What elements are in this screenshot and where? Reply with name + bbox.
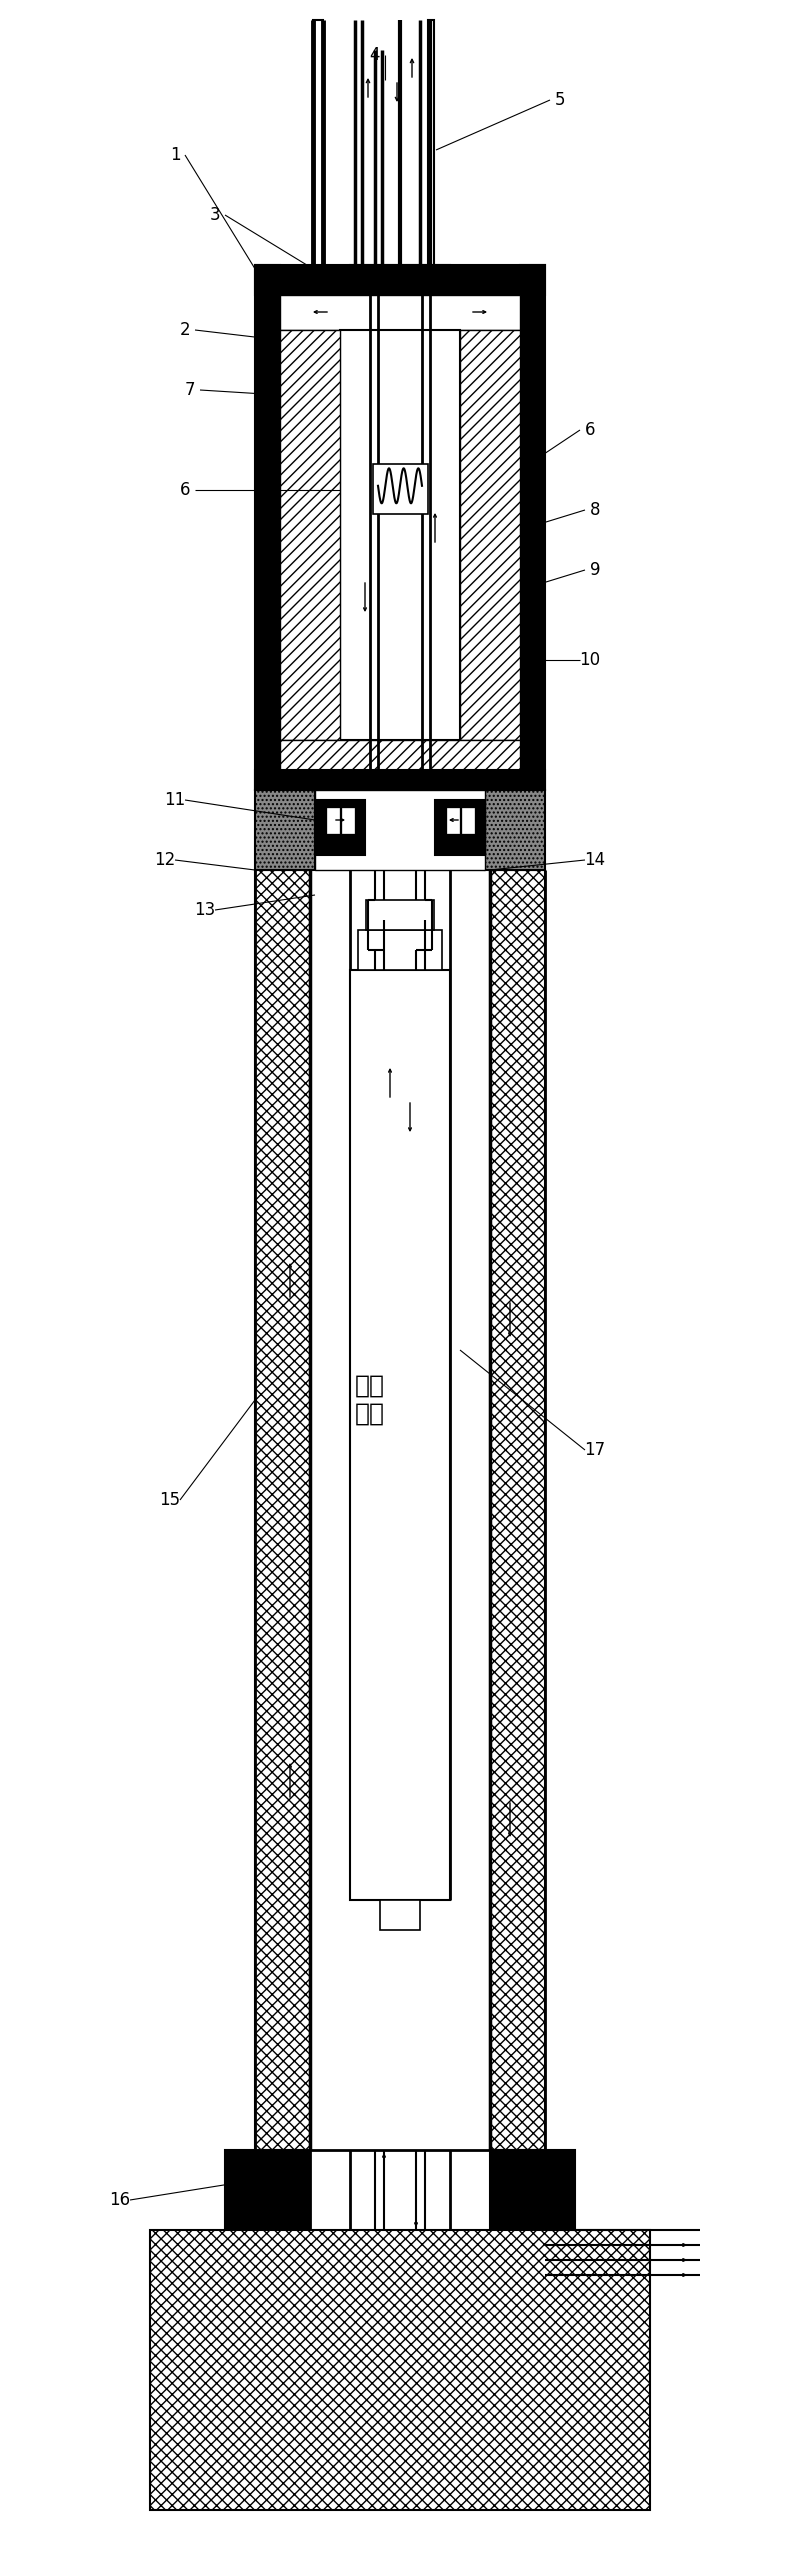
Text: 17: 17	[585, 1440, 606, 1458]
Text: 6: 6	[585, 421, 595, 439]
Bar	[255, 266, 280, 789]
Bar	[350, 266, 450, 319]
Bar	[327, 807, 339, 833]
Text: 16: 16	[110, 2191, 131, 2209]
Bar	[255, 789, 315, 871]
Bar	[255, 266, 545, 296]
Bar	[280, 296, 365, 544]
Bar	[280, 329, 340, 741]
Text: 6: 6	[179, 480, 191, 498]
Bar	[225, 2150, 310, 2230]
Bar	[460, 329, 520, 741]
Bar	[315, 789, 485, 871]
Text: 共振
电路: 共振 电路	[355, 1374, 385, 1425]
Bar	[255, 769, 545, 789]
Text: 15: 15	[159, 1492, 180, 1509]
Bar	[520, 266, 545, 789]
Bar	[435, 799, 485, 856]
Bar	[485, 789, 545, 871]
Text: 12: 12	[155, 850, 175, 868]
Text: 3: 3	[210, 207, 220, 225]
Text: 5: 5	[555, 92, 566, 110]
Bar	[315, 799, 365, 856]
Text: 4: 4	[370, 46, 380, 64]
Bar	[366, 899, 434, 930]
Bar	[150, 2230, 650, 2511]
Text: 2: 2	[179, 322, 191, 340]
Bar	[255, 871, 310, 2150]
Text: 7: 7	[185, 381, 195, 398]
Text: 11: 11	[164, 792, 186, 810]
Bar	[462, 807, 474, 833]
Bar	[340, 329, 460, 741]
Bar	[350, 971, 450, 1900]
Bar	[358, 930, 442, 971]
Bar	[380, 1900, 420, 1931]
Bar	[490, 871, 545, 2150]
Bar	[280, 296, 520, 329]
Bar	[447, 807, 459, 833]
Text: 10: 10	[579, 651, 601, 669]
Bar	[280, 741, 520, 769]
Text: 1: 1	[170, 146, 180, 163]
Bar	[490, 2150, 575, 2230]
Text: 14: 14	[585, 850, 606, 868]
Text: 13: 13	[195, 902, 215, 919]
Text: 9: 9	[590, 562, 600, 580]
Text: 8: 8	[590, 501, 600, 518]
Bar	[428, 20, 434, 281]
Bar	[435, 296, 520, 544]
Bar	[313, 20, 323, 281]
Bar	[373, 465, 428, 513]
Bar	[310, 871, 490, 2150]
Bar	[342, 807, 354, 833]
